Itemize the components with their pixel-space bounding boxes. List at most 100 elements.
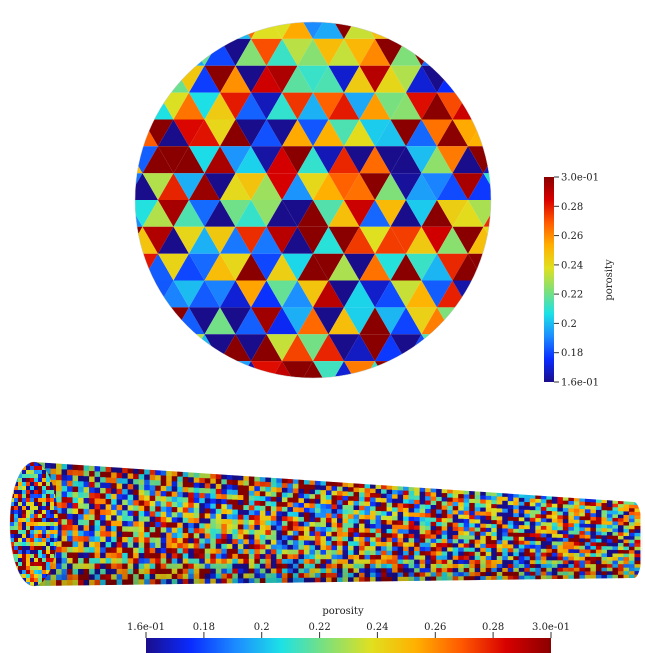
end-cap-cell [54, 586, 58, 590]
end-cap-cell [10, 530, 15, 535]
end-cap-cell [14, 486, 19, 491]
end-cap-cell [46, 550, 51, 555]
end-cap-cell [22, 494, 27, 499]
end-cap-cell [22, 558, 27, 563]
end-cap-cell [46, 506, 51, 511]
end-cap-cell [30, 554, 35, 559]
disk-mesh-cell [251, 173, 282, 200]
end-cap-cell [26, 506, 31, 511]
disk-mesh-cell [282, 361, 313, 378]
colorbar-vertical-tick-label: 0.28 [561, 202, 583, 213]
end-cap-cell [14, 542, 19, 547]
disk-mesh-cell [437, 200, 468, 227]
disk-mesh-cell [328, 38, 360, 66]
end-cap-cell [18, 570, 23, 575]
end-cap-cell [26, 498, 31, 503]
disk-mesh-cell [297, 361, 329, 378]
disk-mesh-cell [344, 65, 375, 93]
disk-mesh-cell [328, 307, 360, 335]
end-cap-cell [22, 514, 27, 519]
end-cap-cell [42, 546, 47, 551]
disk-mesh-cell [468, 173, 491, 200]
end-cap-cell [18, 530, 23, 535]
end-cap-cell [14, 506, 19, 511]
end-cap-cell [22, 502, 27, 507]
disk-mesh-cell [204, 146, 236, 174]
end-cap-cell [30, 550, 35, 555]
disk-mesh-cell [158, 173, 189, 200]
end-cap-cell [10, 558, 15, 563]
end-cap-cell [22, 482, 27, 487]
disk-mesh-cell [421, 38, 453, 66]
disk-mesh-cell [282, 334, 313, 362]
end-cap-cell [10, 470, 15, 475]
disk-mesh-cell [142, 200, 174, 227]
disk-mesh-cell [220, 119, 251, 147]
disk-mesh-cell [328, 226, 360, 254]
end-cap-cell [18, 466, 23, 471]
disk-mesh-cell [220, 253, 251, 281]
disk-mesh-cell [235, 307, 267, 335]
end-cap-cell [38, 466, 43, 471]
disk-mesh-cell [189, 22, 220, 39]
end-cap-cell [46, 534, 51, 539]
end-cap-cell [10, 542, 15, 547]
disk-mesh-cell [189, 146, 220, 174]
disk-mesh-cell [282, 253, 313, 281]
end-cap-cell [26, 574, 31, 579]
colorbar-horizontal-title: porosity [322, 606, 364, 617]
end-cap-cell [22, 546, 27, 551]
disk-mesh-cell [266, 119, 298, 147]
disk-mesh-cell [173, 173, 205, 200]
end-cap-cell [38, 546, 43, 551]
disk-mesh-cell [359, 65, 391, 93]
disk-mesh-cell [390, 22, 422, 39]
end-cap-cell [42, 470, 47, 475]
end-cap-cell [42, 486, 47, 491]
disk-mesh-cell [390, 92, 422, 120]
end-cap-cell [42, 490, 47, 495]
disk-mesh-cell [189, 92, 220, 120]
end-cap-cell [18, 538, 23, 543]
disk-mesh-cell [390, 280, 422, 308]
disk-mesh-cell [251, 38, 282, 66]
end-cap-cell [46, 526, 51, 531]
end-cap-cell [34, 478, 39, 483]
disk-mesh-cell [142, 226, 174, 254]
disk-mesh-cell [328, 119, 360, 147]
disk-mesh-cell [344, 280, 375, 308]
end-cap-cell [26, 578, 31, 583]
disk-mesh-cell [328, 361, 360, 378]
disk-mesh-cell [313, 22, 344, 39]
end-cap-cell [14, 510, 19, 515]
disk-mesh-cell [135, 146, 158, 174]
end-cap-cell [42, 498, 47, 503]
end-cap-cell [38, 574, 43, 579]
end-cap-cell [10, 566, 15, 571]
disk-mesh-cell [282, 65, 313, 93]
disk-mesh-cell [235, 280, 267, 308]
end-cap-cell [46, 562, 51, 567]
end-cap-cell [46, 478, 51, 483]
disk-mesh-cell [204, 22, 236, 39]
disk-mesh-cell [235, 173, 267, 200]
end-cap-cell [26, 566, 31, 571]
end-cap-cell [54, 526, 58, 531]
end-cap-cell [18, 534, 23, 539]
end-cap-cell [42, 542, 47, 547]
disk-mesh-cell [142, 173, 174, 200]
end-cap-cell [18, 494, 23, 499]
end-cap-cell [26, 462, 31, 467]
end-cap-cell [38, 538, 43, 543]
disk-mesh-cell [328, 173, 360, 200]
end-cap-cell [46, 510, 51, 515]
disk-mesh-cell [189, 361, 220, 378]
end-cap-cell [10, 586, 14, 590]
end-cap-cell [46, 566, 51, 571]
end-cap-cell [46, 486, 51, 491]
disk-mesh-cell [266, 200, 298, 227]
disk-mesh-cell [406, 226, 437, 254]
disk-mesh-cell [483, 253, 491, 281]
disk-mesh-cell [204, 38, 236, 66]
